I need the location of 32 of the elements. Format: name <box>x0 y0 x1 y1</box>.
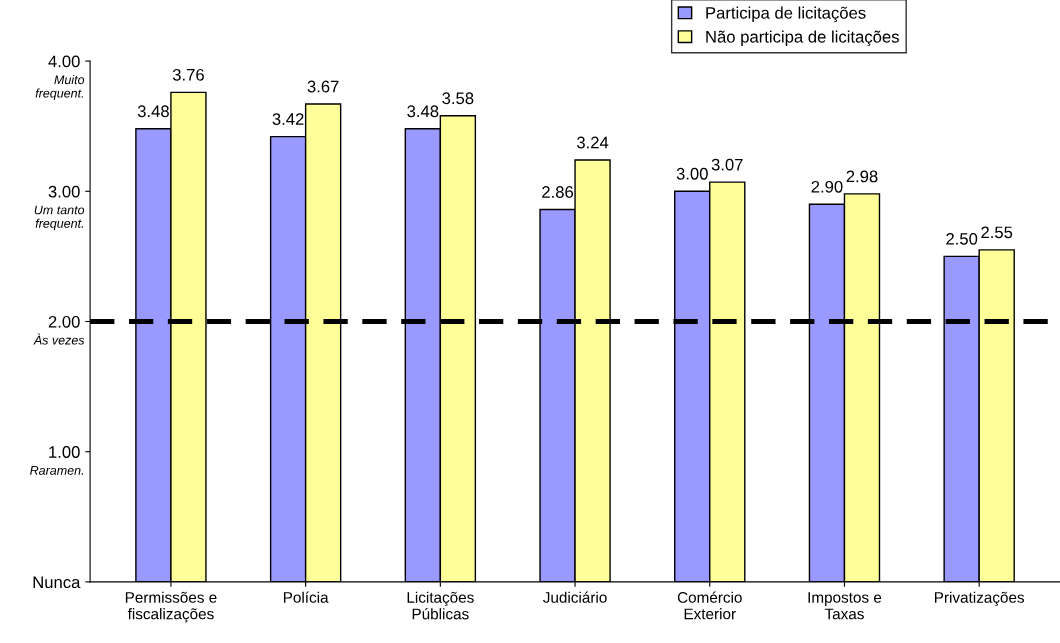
data-label: 2.50 <box>946 232 978 245</box>
y-tick-label: 4.00 <box>48 55 80 68</box>
text: Às vezes <box>33 333 85 345</box>
text: Um tanto frequent. <box>34 205 85 231</box>
x-tick-label: Privatizações <box>935 591 1025 606</box>
x-tick-label: Impostos e Taxas <box>808 592 882 620</box>
data-label: 2.90 <box>811 180 843 193</box>
data-label: 3.24 <box>576 136 609 149</box>
data-label: 3.48 <box>137 105 169 118</box>
y-tick-label: 1.00 <box>49 446 80 458</box>
legend-label: Participa de licitações <box>706 6 866 23</box>
x-tick-label: Judiciário <box>543 591 607 603</box>
x-tick-label: Permissões e fiscalizações <box>125 591 217 623</box>
x-tick-label: Comércio Exterior <box>677 591 742 620</box>
text: Muito frequent. <box>35 74 85 101</box>
data-label: 2.55 <box>981 226 1013 239</box>
legend-label: Não participa de licitações <box>706 30 899 47</box>
data-label: 3.48 <box>407 105 439 118</box>
data-label: 3.58 <box>442 92 474 105</box>
data-label: 3.67 <box>307 80 339 93</box>
y-tick-label: Nunca <box>33 576 81 589</box>
data-label: 3.07 <box>711 158 743 171</box>
data-label: 3.76 <box>172 68 204 81</box>
data-label: 2.86 <box>542 186 574 198</box>
data-label: 3.00 <box>676 167 708 180</box>
y-tick-label: 2.00 <box>48 315 80 328</box>
x-tick-label: Licitações Públicas <box>407 591 474 620</box>
text: Raramen. <box>30 466 84 475</box>
data-label: 2.98 <box>846 170 878 183</box>
data-label: 3.42 <box>272 113 304 125</box>
x-tick-label: Polícia <box>283 591 329 603</box>
y-tick-label: 3.00 <box>48 185 80 198</box>
